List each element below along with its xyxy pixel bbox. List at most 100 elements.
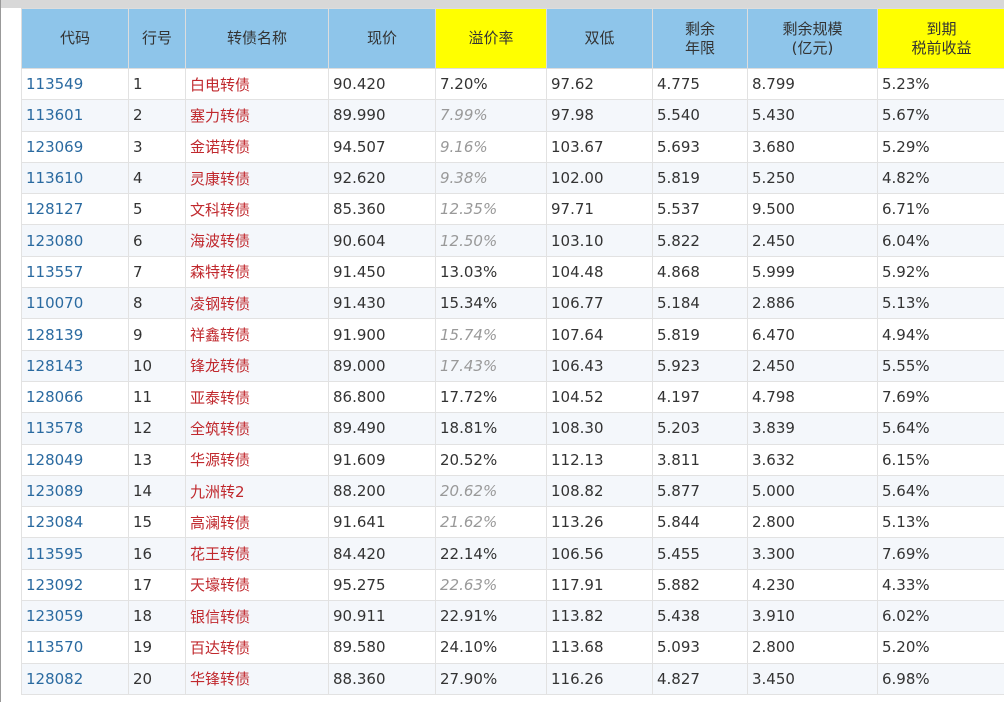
table-cell[interactable]: 百达转债 <box>185 631 329 664</box>
table-cell: 5.455 <box>652 537 748 570</box>
table-cell[interactable]: 123069 <box>21 130 129 163</box>
table-cell[interactable]: 123059 <box>21 600 129 633</box>
table-row: 123080 6 海波转债 90.604 12.50% 103.10 5.822 2.450 6… <box>21 224 1004 257</box>
table-row: 123089 14 九洲转2 88.200 20.62% 108.82 5.877 5.000… <box>21 474 1004 508</box>
table-cell[interactable]: 128049 <box>21 443 129 476</box>
table-cell: 5.203 <box>652 412 748 445</box>
table-cell: 90.604 <box>328 224 436 257</box>
table-cell[interactable]: 全筑转债 <box>185 412 329 445</box>
table-cell: 27.90% <box>435 662 547 695</box>
table-cell[interactable]: 文科转债 <box>185 193 329 226</box>
column-header: 转债名称 <box>185 8 329 69</box>
table-cell: 5 <box>128 193 186 226</box>
column-header: 剩余规模 (亿元) <box>747 8 878 69</box>
table-cell: 2 <box>128 99 186 132</box>
table-cell: 4.94% <box>877 318 1004 351</box>
table-cell[interactable]: 华源转债 <box>185 443 329 476</box>
table-cell[interactable]: 凌钢转债 <box>185 287 329 320</box>
table-cell: 10 <box>128 349 186 382</box>
table-cell: 3.632 <box>747 443 878 476</box>
table-cell: 6.04% <box>877 224 1004 257</box>
table-cell[interactable]: 白电转债 <box>185 67 329 101</box>
table-cell: 7.69% <box>877 537 1004 570</box>
table-cell: 8.799 <box>747 67 878 101</box>
bond-table: 代码 行号 转债名称 现价 溢价率 双低 剩余 年限 剩余规模 (亿元) 到期 税前收益 113… <box>21 8 1004 695</box>
table-cell: 17.43% <box>435 349 547 382</box>
table-cell: 5.540 <box>652 99 748 132</box>
table-cell: 106.56 <box>546 537 653 570</box>
table-cell[interactable]: 金诺转债 <box>185 130 329 163</box>
table-cell: 22.63% <box>435 568 547 602</box>
table-cell[interactable]: 128127 <box>21 193 129 226</box>
table-cell[interactable]: 祥鑫转债 <box>185 318 329 351</box>
table-cell[interactable]: 113595 <box>21 537 129 570</box>
table-cell[interactable]: 华锋转债 <box>185 662 329 695</box>
table-cell[interactable]: 银信转债 <box>185 600 329 633</box>
table-cell: 89.580 <box>328 631 436 664</box>
table-cell: 5.92% <box>877 255 1004 289</box>
table-row: 113595 16 花王转债 84.420 22.14% 106.56 5.455 3.300… <box>21 537 1004 570</box>
table-row: 128127 5 文科转债 85.360 12.35% 97.71 5.537 9.500 6.… <box>21 193 1004 226</box>
table-cell[interactable]: 锋龙转债 <box>185 349 329 382</box>
table-cell: 5.822 <box>652 224 748 257</box>
table-cell[interactable]: 110070 <box>21 287 129 320</box>
table-cell: 6 <box>128 224 186 257</box>
table-cell[interactable]: 高澜转债 <box>185 506 329 539</box>
table-cell: 106.43 <box>546 349 653 382</box>
table-cell: 91.609 <box>328 443 436 476</box>
table-cell[interactable]: 128139 <box>21 318 129 351</box>
table-cell: 2.800 <box>747 631 878 664</box>
table-cell: 4.827 <box>652 662 748 695</box>
table-cell[interactable]: 123092 <box>21 568 129 602</box>
table-cell: 112.13 <box>546 443 653 476</box>
table-cell[interactable]: 113570 <box>21 631 129 664</box>
table-cell: 15.34% <box>435 287 547 320</box>
table-cell: 106.77 <box>546 287 653 320</box>
table-cell[interactable]: 亚泰转债 <box>185 380 329 414</box>
table-cell: 4.230 <box>747 568 878 602</box>
table-cell: 104.48 <box>546 255 653 289</box>
table-cell[interactable]: 花王转债 <box>185 537 329 570</box>
table-cell: 18 <box>128 600 186 633</box>
table-cell: 116.26 <box>546 662 653 695</box>
table-cell: 4.798 <box>747 380 878 414</box>
table-cell: 17.72% <box>435 380 547 414</box>
table-cell: 5.923 <box>652 349 748 382</box>
table-cell: 20.52% <box>435 443 547 476</box>
table-cell: 90.420 <box>328 67 436 101</box>
table-cell[interactable]: 113601 <box>21 99 129 132</box>
table-row: 128139 9 祥鑫转债 91.900 15.74% 107.64 5.819 6.470 4… <box>21 318 1004 351</box>
table-cell[interactable]: 128082 <box>21 662 129 695</box>
table-cell: 88.360 <box>328 662 436 695</box>
table-cell[interactable]: 灵康转债 <box>185 161 329 195</box>
table-cell[interactable]: 113578 <box>21 412 129 445</box>
table-cell: 5.23% <box>877 67 1004 101</box>
table-cell[interactable]: 123089 <box>21 474 129 508</box>
table-cell[interactable]: 九洲转2 <box>185 474 329 508</box>
table-cell[interactable]: 123080 <box>21 224 129 257</box>
table-cell: 4.197 <box>652 380 748 414</box>
table-cell[interactable]: 森特转债 <box>185 255 329 289</box>
table-cell[interactable]: 海波转债 <box>185 224 329 257</box>
table-cell: 5.819 <box>652 161 748 195</box>
table-cell[interactable]: 113549 <box>21 67 129 101</box>
table-cell: 103.67 <box>546 130 653 163</box>
table-cell: 95.275 <box>328 568 436 602</box>
table-cell[interactable]: 塞力转债 <box>185 99 329 132</box>
table-cell[interactable]: 123084 <box>21 506 129 539</box>
table-cell: 3.910 <box>747 600 878 633</box>
table-row: 113578 12 全筑转债 89.490 18.81% 108.30 5.203 3.839… <box>21 412 1004 445</box>
table-cell: 91.641 <box>328 506 436 539</box>
table-cell: 5.999 <box>747 255 878 289</box>
table-cell[interactable]: 113557 <box>21 255 129 289</box>
table-cell[interactable]: 天壕转债 <box>185 568 329 602</box>
table-row: 128143 10 锋龙转债 89.000 17.43% 106.43 5.923 2.450… <box>21 349 1004 382</box>
table-cell: 97.98 <box>546 99 653 132</box>
table-cell[interactable]: 128143 <box>21 349 129 382</box>
table-cell[interactable]: 113610 <box>21 161 129 195</box>
table-row: 128049 13 华源转债 91.609 20.52% 112.13 3.811 3.632… <box>21 443 1004 476</box>
table-row: 113549 1 白电转债 90.420 7.20% 97.62 4.775 8.799 5.2… <box>21 67 1004 101</box>
table-cell[interactable]: 128066 <box>21 380 129 414</box>
table-cell: 5.184 <box>652 287 748 320</box>
table-row: 128082 20 华锋转债 88.360 27.90% 116.26 4.827 3.450… <box>21 662 1004 695</box>
